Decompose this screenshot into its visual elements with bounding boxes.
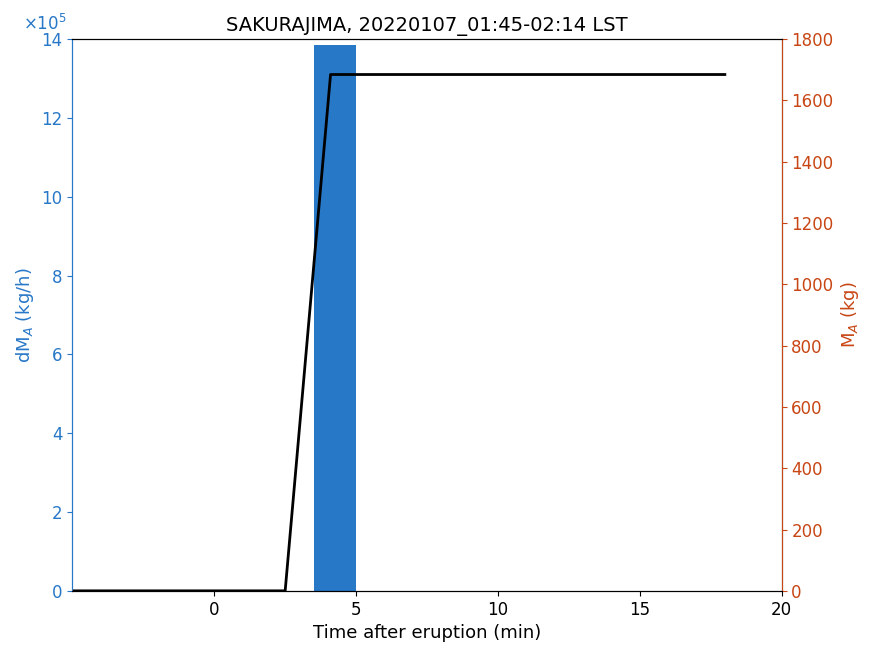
X-axis label: Time after eruption (min): Time after eruption (min): [313, 624, 541, 642]
Text: $\times10^5$: $\times10^5$: [23, 13, 66, 33]
Title: SAKURAJIMA, 20220107_01:45-02:14 LST: SAKURAJIMA, 20220107_01:45-02:14 LST: [226, 16, 628, 35]
Y-axis label: dM$_A$ (kg/h): dM$_A$ (kg/h): [14, 267, 36, 363]
Bar: [313, 45, 356, 591]
Y-axis label: M$_A$ (kg): M$_A$ (kg): [839, 281, 861, 348]
